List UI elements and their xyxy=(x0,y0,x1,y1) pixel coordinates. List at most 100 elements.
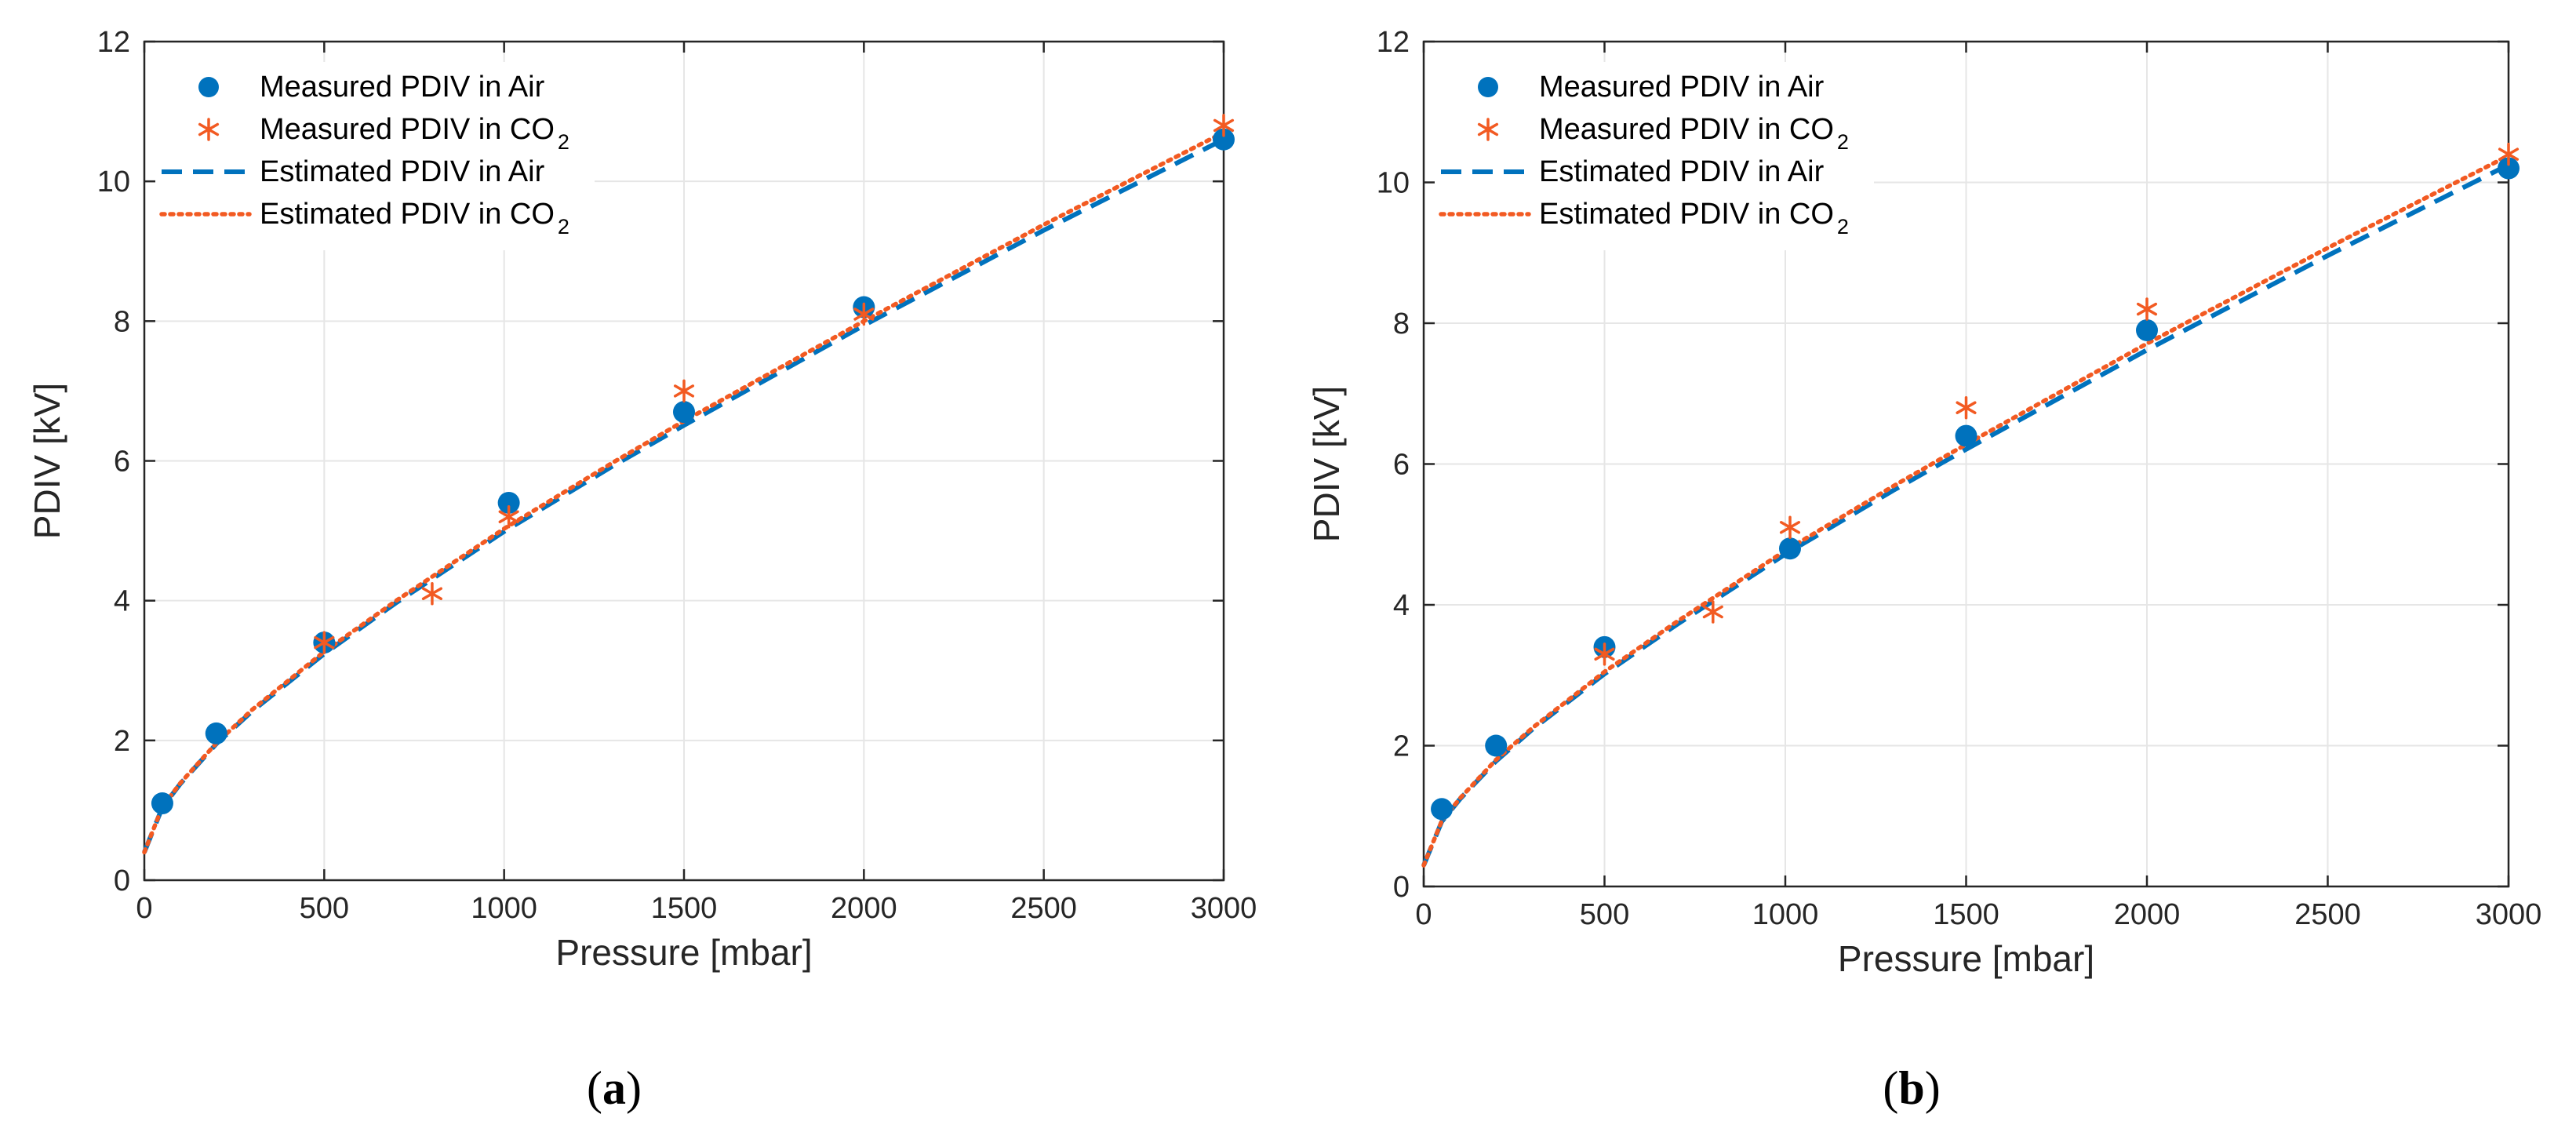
y-tick-label: 10 xyxy=(97,166,130,198)
legend-swatch-co2-marker xyxy=(1477,118,1499,141)
x-axis-label: Pressure [mbar] xyxy=(1838,938,2094,979)
asterisk-stroke xyxy=(314,635,335,650)
asterisk-stroke xyxy=(1956,401,1977,414)
y-tick-label: 12 xyxy=(1377,26,1410,59)
chart-panel-b: 0 500 1000 1500 2000 2500 3000 0 2 4 6 8 10 12 Pressur… xyxy=(1306,26,2541,1114)
asterisk-stroke xyxy=(1779,521,1801,534)
legend-background xyxy=(155,62,595,250)
legend-label: Measured PDIV in CO 2 xyxy=(1539,113,1849,154)
measured-air-point xyxy=(673,401,695,424)
measured-co2-point xyxy=(498,505,519,529)
legend-label: Measured PDIV in CO 2 xyxy=(260,113,569,154)
x-tick-label: 1000 xyxy=(471,892,537,925)
asterisk-stroke xyxy=(853,308,875,321)
measured-air-point xyxy=(1485,734,1508,757)
asterisk-stroke xyxy=(1213,118,1235,133)
measured-co2-point xyxy=(1779,515,1801,540)
measured-air-point xyxy=(497,491,520,514)
y-axis-label: PDIV [kV] xyxy=(27,383,67,539)
x-tick-label: 3000 xyxy=(2476,898,2542,931)
asterisk-stroke xyxy=(198,122,220,137)
legend-label-subscript: 2 xyxy=(558,215,569,238)
measured-co2-point xyxy=(421,582,442,606)
y-tick-label: 12 xyxy=(97,26,130,59)
legend-label-text: Measured PDIV in CO xyxy=(260,113,555,146)
y-tick-label: 0 xyxy=(114,865,130,897)
x-tick-label: 2500 xyxy=(2294,898,2361,931)
y-tick-label: 4 xyxy=(114,585,130,618)
x-tick-label: 2000 xyxy=(831,892,897,925)
asterisk-stroke xyxy=(1702,605,1723,619)
y-axis-label: PDIV [kV] xyxy=(1306,386,1347,542)
asterisk-stroke xyxy=(498,510,519,524)
y-tick-label: 6 xyxy=(114,446,130,479)
x-tick-label: 2500 xyxy=(1010,892,1077,925)
asterisk-stroke xyxy=(673,384,695,398)
measured-co2-point xyxy=(1956,395,1977,420)
legend-label-subscript: 2 xyxy=(558,130,569,154)
y-tick-label: 8 xyxy=(114,305,130,338)
asterisk-stroke xyxy=(1594,647,1615,661)
y-tick-label: 8 xyxy=(1393,308,1410,340)
legend: Measured PDIV in Air Measured PDIV in CO 2… xyxy=(1435,62,1874,250)
legend-label: Estimated PDIV in Air xyxy=(1539,155,1825,188)
measured-air-point xyxy=(205,722,227,744)
caption-close-paren: ) xyxy=(626,1062,642,1114)
measured-air-point xyxy=(2498,157,2520,180)
x-tick-label: 500 xyxy=(300,892,349,925)
legend-swatch-co2-marker xyxy=(198,118,220,141)
y-tick-label: 2 xyxy=(114,725,130,758)
legend-label-text: Estimated PDIV in Air xyxy=(260,155,545,188)
x-tick-label: 2000 xyxy=(2114,898,2181,931)
x-tick-label: 500 xyxy=(1580,898,1629,931)
panel-caption: (a) xyxy=(587,1062,642,1114)
caption-open-paren: ( xyxy=(587,1062,602,1114)
legend-label: Estimated PDIV in CO 2 xyxy=(260,198,569,238)
x-tick-label: 1000 xyxy=(1752,898,1819,931)
asterisk-stroke xyxy=(2136,302,2158,316)
measured-air-point xyxy=(1778,537,1801,560)
x-tick-label: 3000 xyxy=(1191,892,1257,925)
asterisk-stroke xyxy=(421,587,442,601)
caption-close-paren: ) xyxy=(1925,1062,1941,1114)
chart-panel-a: 0 500 1000 1500 2000 2500 3000 0 2 4 6 8 10 12 Pressur… xyxy=(27,26,1257,1114)
measured-co2-point xyxy=(1702,600,1723,624)
measured-air-point xyxy=(1955,424,1977,447)
x-axis-label: Pressure [mbar] xyxy=(555,932,812,973)
panel-caption: (b) xyxy=(1883,1062,1940,1114)
x-tick-label: 1500 xyxy=(1933,898,1999,931)
legend-label-text: Estimated PDIV in CO xyxy=(260,198,555,231)
legend-label: Estimated PDIV in CO 2 xyxy=(1539,198,1849,238)
legend-swatch-air-marker xyxy=(198,77,219,97)
y-tick-label: 10 xyxy=(1377,167,1410,200)
measured-co2-point xyxy=(1594,642,1615,666)
measured-air-point xyxy=(2136,319,2158,341)
legend-label-text: Measured PDIV in Air xyxy=(1539,71,1825,104)
legend-label-text: Estimated PDIV in Air xyxy=(1539,155,1825,188)
legend-swatch-air-marker xyxy=(1478,77,1498,97)
measured-air-point xyxy=(1431,798,1454,821)
measured-co2-point xyxy=(314,631,335,654)
measured-co2-point xyxy=(853,302,875,326)
y-tick-label: 6 xyxy=(1393,449,1410,482)
legend-label-subscript: 2 xyxy=(1837,215,1849,238)
legend-label: Measured PDIV in Air xyxy=(1539,71,1825,104)
measured-co2-point xyxy=(1213,114,1235,137)
measured-co2-point xyxy=(2136,297,2158,321)
asterisk-stroke xyxy=(2498,147,2520,161)
legend-label: Estimated PDIV in Air xyxy=(260,155,545,188)
legend-label-subscript: 2 xyxy=(1837,130,1849,154)
asterisk-stroke xyxy=(1477,122,1499,137)
legend-label-text: Measured PDIV in Air xyxy=(260,71,545,104)
x-tick-label: 1500 xyxy=(651,892,718,925)
y-tick-label: 4 xyxy=(1393,589,1410,622)
measured-co2-point xyxy=(673,379,695,403)
legend-background xyxy=(1435,62,1874,250)
caption-letter: a xyxy=(602,1062,626,1114)
x-tick-label: 0 xyxy=(1415,898,1432,931)
estimated-co2-line xyxy=(1421,153,2511,868)
y-tick-label: 0 xyxy=(1393,871,1410,904)
legend-label-text: Estimated PDIV in CO xyxy=(1539,198,1834,231)
